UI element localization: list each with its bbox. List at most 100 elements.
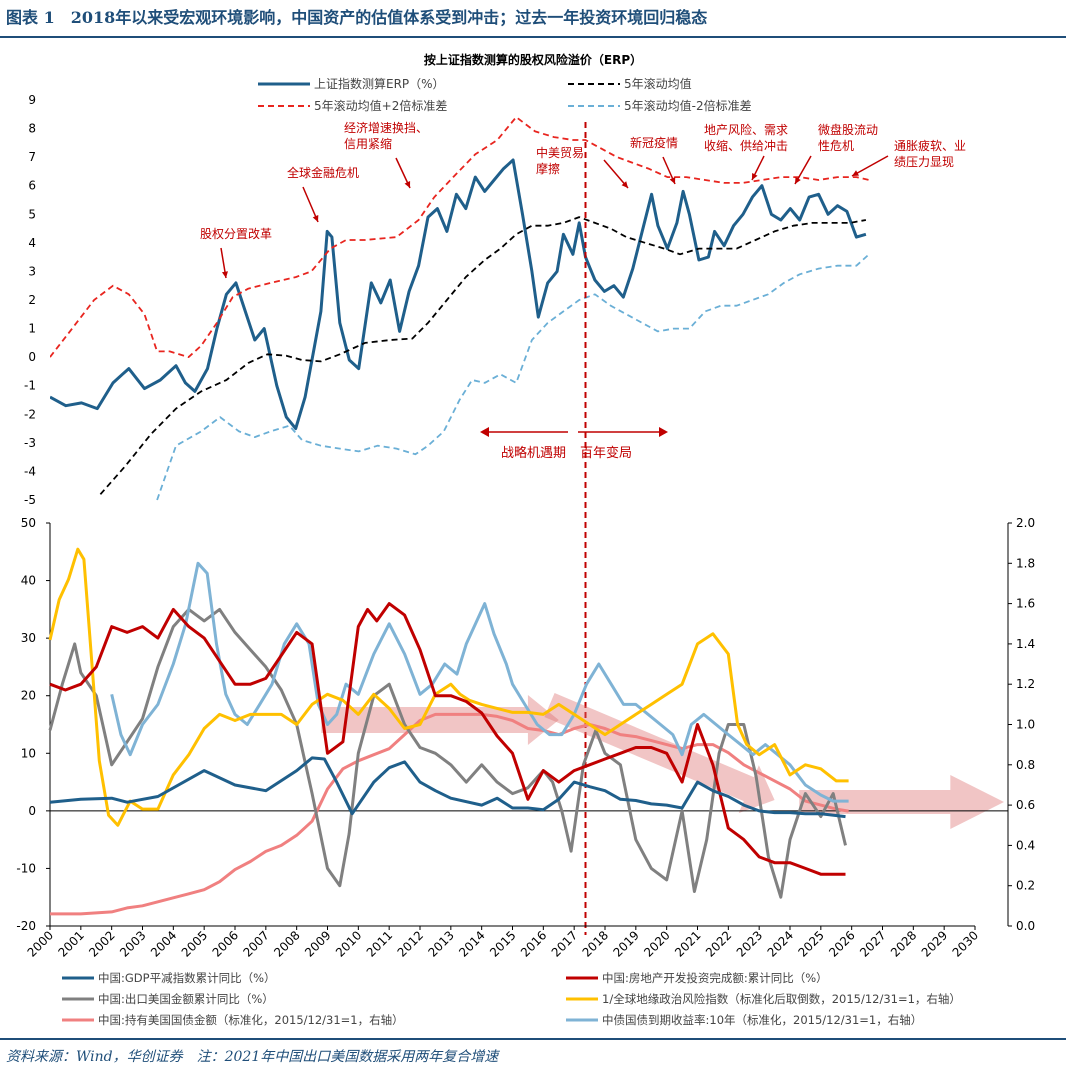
top-series-group xyxy=(50,116,870,501)
top-y-tick-label: 7 xyxy=(28,150,36,164)
top-y-tick-label: 2 xyxy=(28,293,36,307)
left-y-tick-label: 40 xyxy=(21,574,36,588)
bottom-legend-label: 中国:GDP平减指数累计同比（%） xyxy=(98,971,276,985)
x-tick-label: 2021 xyxy=(672,928,703,959)
right-y-tick-label: 1.2 xyxy=(1016,677,1035,691)
x-tick-label: 2014 xyxy=(456,928,487,959)
x-tick-label: 2004 xyxy=(148,928,179,959)
top-y-tick-label: 1 xyxy=(28,322,36,336)
annotation-arrowhead xyxy=(312,215,319,222)
right-y-tick-label: 1.6 xyxy=(1016,597,1035,611)
bottom-axes: -20-10010203040500.00.20.40.60.81.01.21.… xyxy=(16,516,1035,960)
right-y-tick-label: 1.4 xyxy=(1016,637,1035,651)
annotation-arrowhead xyxy=(795,177,801,184)
x-tick-label: 2010 xyxy=(333,928,364,959)
top-legend: 上证指数测算ERP（%） 5年滚动均值 5年滚动均值+2倍标准差 5年滚动均值-2倍标… xyxy=(258,76,752,113)
top-series-line-2 xyxy=(50,116,870,359)
x-tick-label: 2028 xyxy=(888,928,919,959)
period-arrowhead-right xyxy=(659,427,668,437)
bottom-legend-label: 中国:出口美国金额累计同比（%） xyxy=(98,992,274,1006)
top-series-line-3 xyxy=(156,253,870,501)
event-annotation-6: 微盘股流动性危机 xyxy=(818,122,878,153)
annotation-arrowhead xyxy=(852,170,859,176)
event-annotation-0: 股权分置改革 xyxy=(200,227,272,241)
event-annotation-2: 经济增速换挡、信用紧缩 xyxy=(344,120,428,151)
period-label-opportunity: 战略机遇期 xyxy=(501,445,566,461)
top-y-tick-label: -4 xyxy=(24,464,36,478)
top-series-line-0 xyxy=(50,158,867,431)
x-tick-label: 2013 xyxy=(425,928,456,959)
period-arrowhead-left xyxy=(480,427,489,437)
top-y-tick-label: -5 xyxy=(24,493,36,507)
top-y-tick-label: 6 xyxy=(28,179,36,193)
left-y-tick-label: -20 xyxy=(16,919,36,933)
left-y-tick-label: 30 xyxy=(21,631,36,645)
top-legend-label: 5年滚动均值+2倍标准差 xyxy=(314,98,447,113)
x-tick-label: 2006 xyxy=(210,928,241,959)
right-y-tick-label: 0.8 xyxy=(1016,758,1035,772)
x-tick-label: 2007 xyxy=(240,928,271,959)
annotation-arrowhead xyxy=(669,177,676,184)
event-annotation-5: 地产风险、需求收缩、供给冲击 xyxy=(704,122,788,153)
x-tick-label: 2026 xyxy=(826,928,857,959)
x-tick-label: 2001 xyxy=(55,928,86,959)
x-tick-label: 2018 xyxy=(580,928,611,959)
bottom-series-line-1 xyxy=(49,602,846,876)
bottom-series-line-4 xyxy=(50,712,849,916)
annotation-arrowhead xyxy=(404,181,411,188)
source-divider xyxy=(0,1038,1066,1040)
event-annotation-1: 全球金融危机 xyxy=(287,165,359,180)
x-tick-label: 2008 xyxy=(271,928,302,959)
top-y-axis: -5 -4 -3 -2 -1 0 1 2 3 4 5 6 7 8 9 xyxy=(24,93,36,507)
x-tick-label: 2023 xyxy=(734,928,765,959)
left-y-tick-label: 50 xyxy=(21,516,36,530)
annotation-arrow xyxy=(851,155,889,177)
annotation-arrowhead xyxy=(221,271,228,278)
x-tick-label: 2024 xyxy=(765,928,796,959)
top-y-tick-label: -2 xyxy=(24,407,36,421)
top-y-tick-label: 9 xyxy=(28,93,36,107)
right-y-tick-label: 1.8 xyxy=(1016,556,1035,570)
top-y-tick-label: -1 xyxy=(24,379,36,393)
event-annotation-4: 新冠疫情 xyxy=(630,135,678,150)
x-tick-label: 2015 xyxy=(487,928,518,959)
bottom-legend-label: 中国:房地产开发投资完成额:累计同比（%） xyxy=(602,971,828,985)
top-y-tick-label: -3 xyxy=(24,436,36,450)
trend-arrow-flat-late xyxy=(799,775,1004,829)
top-y-tick-label: 0 xyxy=(28,350,36,364)
top-y-tick-label: 5 xyxy=(28,207,36,221)
x-tick-label: 2003 xyxy=(117,928,148,959)
left-y-tick-label: -10 xyxy=(16,861,36,875)
event-annotation-7: 通胀疲软、业绩压力显现 xyxy=(894,138,966,169)
bottom-legend-label: 1/全球地缘政治风险指数（标准化后取倒数，2015/12/31=1，右轴） xyxy=(602,992,961,1006)
title-divider xyxy=(0,36,1066,38)
period-label-change: 百年变局 xyxy=(580,445,632,461)
x-tick-label: 2029 xyxy=(919,928,950,959)
chart-canvas: 按上证指数测算的股权风险溢价（ERP） 上证指数测算ERP（%） 5年滚动均值 5年… xyxy=(16,52,1035,1027)
bottom-series-group xyxy=(48,547,849,916)
right-y-tick-label: 0.2 xyxy=(1016,879,1035,893)
x-tick-label: 2025 xyxy=(795,928,826,959)
top-series-line-1 xyxy=(99,216,867,495)
top-y-tick-label: 3 xyxy=(28,264,36,278)
left-y-tick-label: 0 xyxy=(28,804,36,818)
top-y-tick-label: 4 xyxy=(28,236,36,250)
x-tick-label: 2011 xyxy=(364,928,395,959)
event-annotation-3: 中美贸易摩擦 xyxy=(536,145,584,176)
x-tick-label: 2016 xyxy=(518,928,549,959)
top-legend-label: 5年滚动均值 xyxy=(624,76,692,91)
bottom-series-line-5 xyxy=(110,561,849,803)
x-tick-label: 2012 xyxy=(395,928,426,959)
top-legend-label: 5年滚动均值-2倍标准差 xyxy=(624,98,752,113)
annotation-arrow xyxy=(302,186,319,223)
top-chart-title: 按上证指数测算的股权风险溢价（ERP） xyxy=(424,52,642,67)
x-tick-label: 2019 xyxy=(610,928,641,959)
trend-arrows xyxy=(321,693,1004,829)
figure-source-note: 资料来源：Wind，华创证券 注：2021年中国出口美国数据采用两年复合增速 xyxy=(6,1049,499,1065)
bottom-series-line-2 xyxy=(48,607,847,899)
x-tick-label: 2017 xyxy=(549,928,580,959)
top-y-tick-label: 8 xyxy=(28,122,36,136)
right-y-tick-label: 0.4 xyxy=(1016,838,1035,852)
right-y-tick-label: 0.0 xyxy=(1016,919,1035,933)
